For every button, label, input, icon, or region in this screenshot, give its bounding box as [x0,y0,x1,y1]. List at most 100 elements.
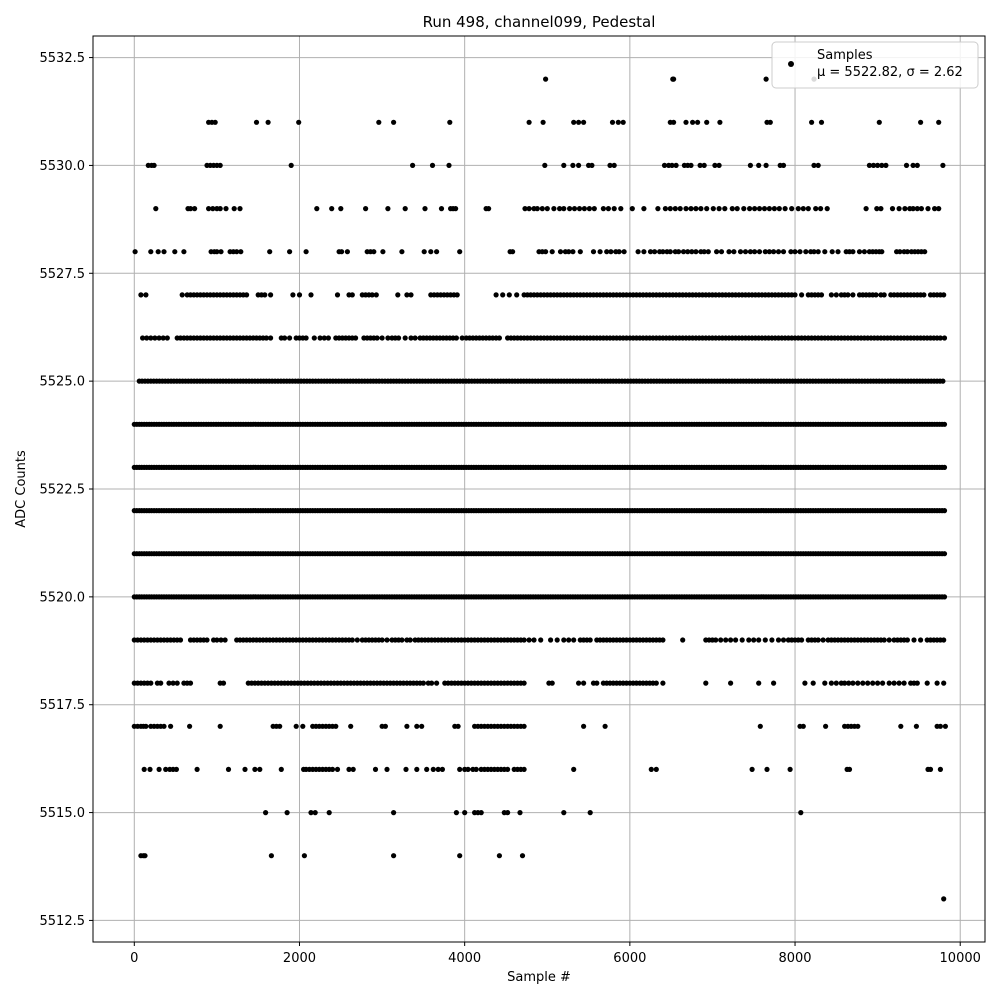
data-point [940,162,946,168]
data-point [561,206,567,212]
data-point [655,206,661,212]
data-point [350,766,356,773]
data-point [312,810,318,816]
data-point [809,119,815,125]
data-point [903,162,910,168]
data-point [576,680,582,686]
data-point [810,680,816,686]
data-point [348,723,354,729]
data-point [737,249,744,255]
data-point [865,680,871,686]
data-point [880,680,886,686]
data-point [742,249,749,255]
data-point [218,249,224,255]
data-point [863,206,869,212]
data-point [697,162,703,168]
data-point [746,637,752,643]
data-point [942,723,949,729]
data-point [257,766,263,773]
data-point [941,551,948,557]
data-point [710,206,716,212]
data-point [148,335,154,341]
data-point [132,249,138,255]
y-tick-label: 5532.5 [40,51,86,66]
data-point [566,637,572,643]
data-point [173,766,179,773]
data-point [815,637,821,643]
data-point [238,249,244,255]
data-point [618,206,624,212]
data-point [662,206,669,212]
data-point [822,249,828,255]
data-point [346,766,352,773]
data-point [278,766,284,773]
data-point [453,810,459,816]
data-point [941,464,948,470]
data-point [412,335,418,341]
data-point [587,637,593,643]
data-point [148,680,154,686]
data-point [314,206,320,212]
data-point [566,249,572,255]
data-point [855,723,861,729]
data-point [174,680,180,686]
data-point [526,637,532,643]
data-point [438,206,445,212]
data-point [581,119,587,125]
data-point [866,162,873,168]
data-point [571,766,577,773]
data-point [521,680,527,686]
x-tick-label: 8000 [778,951,811,966]
data-point [845,292,851,298]
data-point [680,637,686,643]
data-point [500,292,506,298]
data-point [329,766,336,773]
data-point [683,119,689,125]
y-tick-label: 5530.0 [40,159,86,174]
data-point [752,206,758,212]
data-point [395,292,401,298]
data-point [747,162,754,168]
data-point [465,766,471,773]
data-point [268,335,274,341]
chart-title: Run 498, channel099, Pedestal [423,13,656,31]
data-point [780,637,787,643]
data-point [788,249,794,255]
data-point [924,680,930,686]
data-point [941,680,947,686]
data-point [846,680,852,686]
data-point [879,249,885,255]
data-point [799,637,805,643]
data-point [875,680,881,686]
data-point [576,162,582,168]
data-point [763,76,769,82]
data-point [811,249,817,255]
data-point [780,249,787,255]
data-point [886,637,892,643]
data-point [194,766,200,773]
data-point [429,680,435,686]
data-point [561,637,567,643]
data-point [151,162,157,168]
data-point [369,292,375,298]
data-point [379,637,385,643]
data-point [277,723,283,729]
data-point [217,723,223,729]
data-point [910,206,916,212]
data-point [941,896,947,902]
data-point [704,206,710,212]
legend-stats: μ = 5522.82, σ = 2.62 [817,65,963,80]
data-point [591,206,597,212]
data-point [538,637,544,643]
data-point [284,810,290,816]
data-point [181,249,187,255]
data-point [886,680,892,686]
data-point [914,680,920,686]
data-point [391,810,397,816]
y-tick-label: 5520.0 [40,590,86,605]
data-point [486,206,492,212]
data-point [757,723,763,729]
data-point [206,206,212,212]
data-point [459,335,465,341]
data-point [815,162,821,168]
